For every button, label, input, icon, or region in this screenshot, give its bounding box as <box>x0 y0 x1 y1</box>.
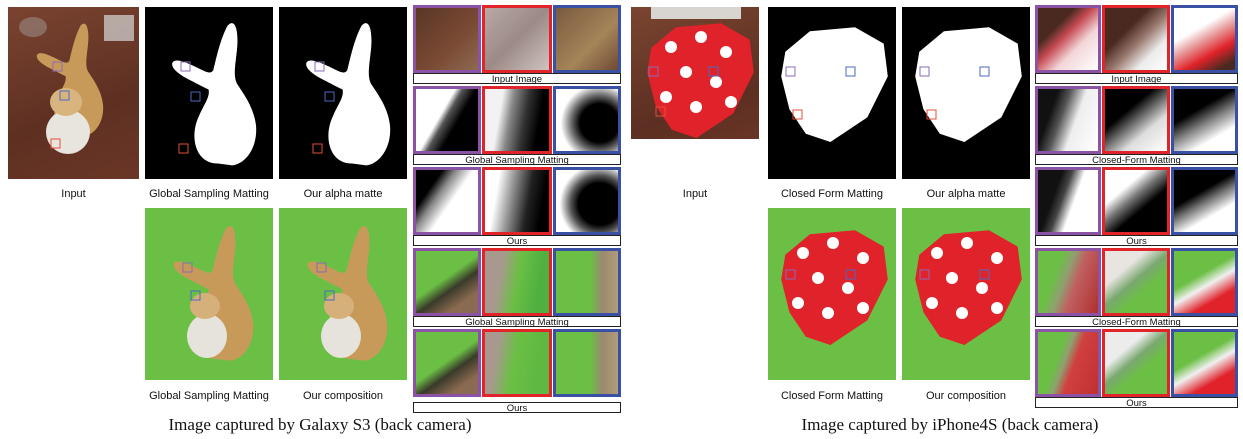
zoom-patch-blue <box>1171 329 1238 397</box>
zoom-label: Ours <box>1035 397 1238 409</box>
right-method-alpha <box>768 7 896 179</box>
zoom-label: Input Image <box>413 73 621 85</box>
zoom-patch-blue <box>553 5 621 73</box>
right-method-composition <box>768 208 896 380</box>
cloth-figure <box>647 7 754 139</box>
zoom-label: Ours <box>413 402 621 414</box>
zoom-label: Closed-Form Matting <box>1035 316 1238 328</box>
left-input-photo <box>8 7 139 179</box>
zoom-label: Global Sampling Matting <box>413 154 621 166</box>
zoom-patch-purple <box>413 5 481 73</box>
zoom-patch-purple <box>1035 329 1101 397</box>
zoom-label: Global Sampling Matting <box>413 316 621 328</box>
zoom-patch-purple <box>1035 5 1101 73</box>
zoom-label: Input Image <box>1035 73 1238 85</box>
right-figure-caption: Image captured by iPhone4S (back camera) <box>801 415 1099 434</box>
zoom-patch-purple <box>1035 86 1101 154</box>
right-ours-composition <box>902 208 1030 380</box>
zoom-patch-red <box>1102 248 1170 316</box>
zoom-patch-red <box>482 329 552 397</box>
right-input-label: Input <box>682 188 708 200</box>
right-ours-comp-label: Our composition <box>925 390 1007 402</box>
zoom-patch-blue <box>553 329 621 397</box>
right-zoom-column: Input Image Closed-Form Matting Ours Clo… <box>1035 5 1238 411</box>
left-figure-caption: Image captured by Galaxy S3 (back camera… <box>168 415 472 434</box>
zoom-label: Ours <box>413 235 621 247</box>
left-method-composition <box>145 208 273 380</box>
zoom-patch-red <box>482 248 552 316</box>
right-method-comp-label: Closed Form Matting <box>780 390 884 402</box>
left-method-comp-label: Global Sampling Matting <box>149 390 269 402</box>
zoom-patch-blue <box>1171 5 1238 73</box>
zoom-patch-red <box>1102 167 1170 235</box>
left-ours-comp-label: Our composition <box>302 390 384 402</box>
zoom-patch-red <box>482 167 552 235</box>
zoom-patch-red <box>482 86 552 154</box>
zoom-patch-blue <box>553 248 621 316</box>
zoom-patch-purple <box>413 329 481 397</box>
zoom-patch-purple <box>413 248 481 316</box>
zoom-patch-red <box>1102 86 1170 154</box>
right-ours-alpha <box>902 7 1030 179</box>
zoom-patch-red <box>1102 5 1170 73</box>
zoom-patch-purple <box>1035 248 1101 316</box>
zoom-patch-blue <box>1171 86 1238 154</box>
zoom-patch-purple <box>413 167 481 235</box>
left-zoom-column: Input Image Global Sampling Matting Ours… <box>413 5 621 414</box>
right-method-alpha-label: Closed Form Matting <box>780 188 884 200</box>
left-method-alpha-label: Global Sampling Matting <box>149 188 269 200</box>
zoom-patch-blue <box>553 86 621 154</box>
zoom-patch-purple <box>413 86 481 154</box>
left-ours-composition <box>279 208 407 380</box>
right-ours-alpha-label: Our alpha matte <box>926 188 1006 200</box>
zoom-patch-blue <box>1171 248 1238 316</box>
left-method-alpha <box>145 7 273 179</box>
left-ours-alpha-label: Our alpha matte <box>303 188 383 200</box>
left-ours-alpha <box>279 7 407 179</box>
zoom-patch-purple <box>1035 167 1101 235</box>
rabbit-figure <box>19 15 134 154</box>
zoom-patch-blue <box>553 167 621 235</box>
zoom-patch-red <box>482 5 552 73</box>
zoom-label: Closed-Form Matting <box>1035 154 1238 166</box>
zoom-patch-blue <box>1171 167 1238 235</box>
left-input-label: Input <box>61 188 86 200</box>
right-input-photo <box>631 7 759 139</box>
zoom-label: Ours <box>1035 235 1238 247</box>
zoom-patch-red <box>1102 329 1170 397</box>
